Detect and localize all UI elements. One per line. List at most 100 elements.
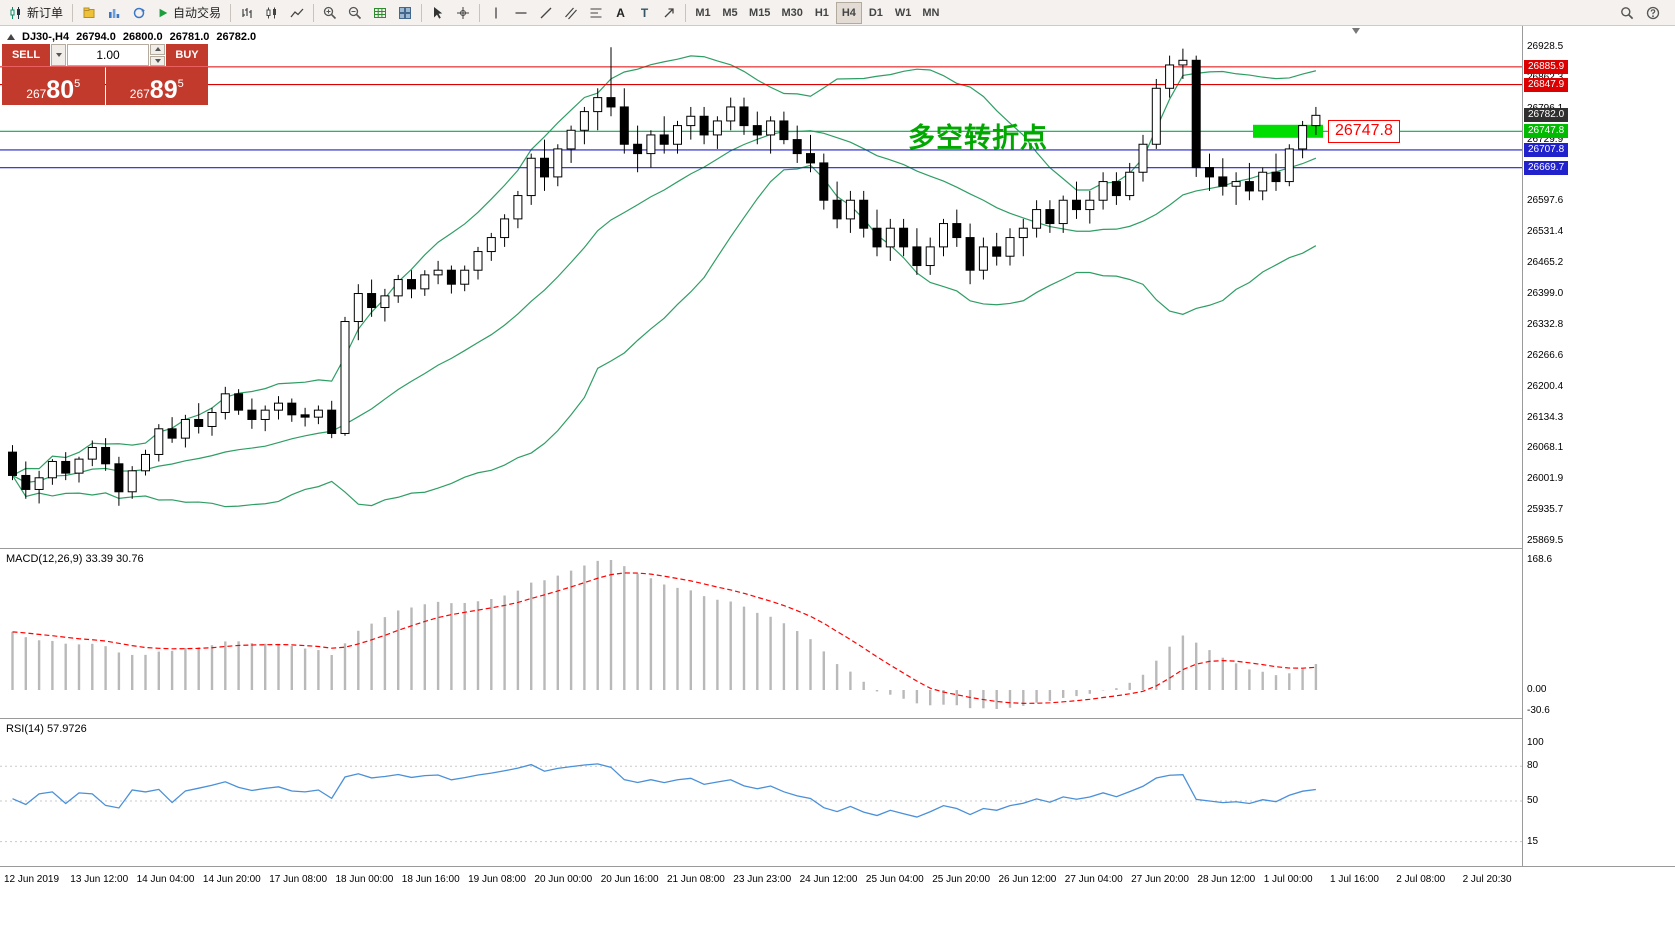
market-watch-icon [109,8,120,18]
zoom-in-button[interactable] [318,2,342,24]
time-axis-label: 18 Jun 00:00 [335,874,394,885]
macd-panel[interactable]: MACD(12,26,9) 33.39 30.76 [0,549,1522,719]
rsi-axis-label: 100 [1527,737,1544,748]
equidistant-channel-icon [565,7,577,19]
buy-price-decimal: 5 [177,78,184,90]
price-axis-label: 26399.0 [1527,288,1564,299]
timeframe-button-m1[interactable]: M1 [690,2,716,24]
text-tool-button[interactable]: A [609,2,632,24]
candlestick-chart[interactable] [0,26,1522,549]
price-tag: 26747.8 [1524,124,1569,139]
price-axis[interactable]: 26928.526862.326796.126729.926663.826597… [1522,26,1675,866]
channel-tool-button[interactable] [559,2,583,24]
toolbar-separator [72,3,74,22]
price-axis-label: 26332.8 [1527,318,1564,330]
buy-price-prefix: 267 [129,86,150,101]
volume-input[interactable] [67,44,149,66]
candlestick-chart-icon [10,6,20,19]
sell-price-big-digits: 80 [46,75,75,104]
timeframe-group: M1 M5 M15 M30 H1 H4 D1 W1 MN [690,1,944,24]
macd-axis-label: 0.00 [1527,684,1547,695]
grid-icon [374,7,387,18]
chart-symbol-label: DJ30-,H4 [22,31,70,43]
time-axis-label: 25 Jun 20:00 [932,874,991,885]
price-tag: 26669.7 [1524,160,1569,175]
rsi-axis-label: 80 [1527,760,1539,772]
label-tool-button[interactable]: T [633,2,656,24]
horizontal-line-icon [515,11,527,14]
arrow-icon [664,7,674,17]
time-axis-label: 23 Jun 23:00 [733,874,792,885]
cursor-button[interactable] [426,2,450,24]
refresh-button[interactable] [127,2,151,24]
profiles-icon [83,7,95,18]
trendline-tool-button[interactable] [534,2,558,24]
volume-increase-button[interactable] [150,44,165,55]
time-axis-label: 19 Jun 08:00 [468,874,526,885]
volume-decrease-button[interactable] [150,55,165,66]
time-axis-label: 24 Jun 12:00 [799,874,858,885]
timeframe-button-m15[interactable]: M15 [744,2,775,24]
buy-price-button[interactable]: 267 89 5 [105,67,208,105]
help-button[interactable] [1641,2,1665,24]
grid-button[interactable] [368,2,392,24]
timeframe-button-m5[interactable]: M5 [717,2,743,24]
chevron-down-icon [55,53,62,57]
chart-line-button[interactable] [285,2,309,24]
price-callout-label[interactable]: 26747.8 [1328,120,1400,143]
volume-dropdown-button[interactable] [51,44,66,66]
new-order-button[interactable]: 新订单 [4,2,68,24]
chart-window: DJ30-,H4 26794.0 26800.0 26781.0 26782.0… [0,26,1675,892]
macd-axis-label: 168.6 [1527,554,1553,565]
timeframe-button-d1[interactable]: D1 [863,2,889,24]
timeframe-button-h4[interactable]: H4 [835,1,862,24]
buy-button[interactable]: BUY [166,44,208,66]
price-axis-label: 26729.9 [1527,133,1564,145]
timeframe-button-mn[interactable]: MN [917,2,944,24]
price-axis-label: 25935.7 [1527,504,1564,516]
timeframe-button-h1[interactable]: H1 [809,2,835,24]
macd-axis-label: -30.6 [1527,705,1550,716]
chart-shift-marker[interactable] [1352,28,1360,34]
time-axis[interactable]: 12 Jun 2019 13 Jun 12:00 14 Jun 04:00 14 Ju… [0,866,1675,892]
sell-price-button[interactable]: 267 80 5 [2,67,105,105]
price-tag: 26885.9 [1524,59,1569,74]
price-axis-label: 25869.5 [1527,535,1564,546]
chart-bars-button[interactable] [235,2,259,24]
profiles-button[interactable] [77,2,101,24]
auto-trading-button[interactable]: 自动交易 [152,2,226,24]
fibonacci-tool-button[interactable] [584,2,608,24]
horizontal-line-tool-button[interactable] [509,2,533,24]
time-axis-label: 13 Jun 12:00 [70,874,129,885]
time-axis-label: 2 Jul 08:00 [1396,874,1446,885]
macd-chart[interactable] [0,549,1522,719]
sell-button[interactable]: SELL [2,44,50,66]
chart-candles-button[interactable] [260,2,284,24]
vertical-line-icon [495,7,497,18]
price-axis-label: 26862.3 [1527,72,1563,83]
chart-annotation-text[interactable]: 多空转折点 [908,123,1048,153]
vertical-line-tool-button[interactable] [484,2,508,24]
ohlc-close: 26782.0 [216,31,257,43]
rsi-panel[interactable]: RSI(14) 57.9726 [0,719,1522,866]
label-tool-label: T [640,5,649,20]
play-icon [159,8,168,17]
time-axis-label: 1 Jul 00:00 [1263,874,1313,885]
rsi-axis-label: 50 [1527,795,1539,806]
timeframe-button-m30[interactable]: M30 [776,2,807,24]
line-chart-icon [290,8,304,17]
text-tool-label: A [616,5,625,20]
zoom-in-icon [323,6,337,19]
timeframe-button-w1[interactable]: W1 [890,2,917,24]
market-watch-button[interactable] [102,2,126,24]
main-chart-panel[interactable]: DJ30-,H4 26794.0 26800.0 26781.0 26782.0… [0,26,1522,549]
zoom-out-button[interactable] [343,2,367,24]
search-button[interactable] [1615,2,1639,24]
crosshair-button[interactable] [451,2,475,24]
arrange-windows-button[interactable] [393,2,417,24]
zoom-out-icon [348,6,362,19]
rsi-chart[interactable] [0,719,1522,866]
toolbar-separator [421,3,423,22]
arrows-tool-button[interactable] [657,2,681,24]
